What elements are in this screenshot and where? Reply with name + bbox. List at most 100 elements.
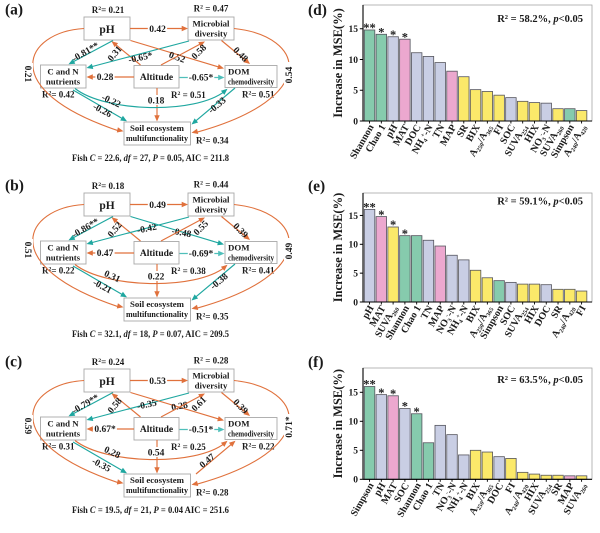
svg-text:0.53: 0.53 [149,377,166,387]
svg-text:diversity: diversity [195,381,228,391]
svg-text:0.18: 0.18 [148,96,165,106]
svg-text:chemodiversity: chemodiversity [228,77,274,87]
svg-text:C and N: C and N [47,419,79,429]
svg-text:multifunctionality: multifunctionality [126,485,189,495]
svg-text:-0.35: -0.35 [136,399,158,413]
svg-text:15: 15 [349,212,359,222]
svg-text:R2 = 0.38: R2 = 0.38 [171,266,206,276]
svg-text:Soil ecosystem: Soil ecosystem [130,123,185,133]
svg-text:pH: pH [99,200,114,212]
svg-text:*: * [414,405,420,419]
svg-text:-0.42: -0.42 [136,223,158,237]
svg-text:0.42: 0.42 [149,25,166,35]
svg-text:chemodiversity: chemodiversity [228,429,274,439]
svg-text:chemodiversity: chemodiversity [228,253,274,263]
svg-text:R2= 0.22: R2= 0.22 [242,442,275,452]
svg-text:nutrients: nutrients [46,429,81,439]
svg-text:**: ** [363,201,376,215]
svg-text:FI: FI [503,481,518,495]
svg-text:5: 5 [353,87,358,97]
svg-text:R2= 0.22: R2= 0.22 [42,266,75,276]
svg-text:pH: pH [99,24,114,36]
svg-text:0.71*: 0.71* [285,416,295,438]
svg-text:R2 = 58.2%, p<0.05: R2 = 58.2%, p<0.05 [497,14,583,25]
svg-text:R2 = 0.28: R2 = 0.28 [194,356,229,366]
svg-text:multifunctionality: multifunctionality [126,133,189,143]
svg-text:Altitude: Altitude [140,73,173,83]
svg-text:Altitude: Altitude [140,425,173,435]
svg-text:*: * [390,218,396,232]
svg-text:R2= 0.34: R2= 0.34 [196,136,229,146]
svg-text:10: 10 [349,418,359,428]
svg-text:R2 = 0.47: R2 = 0.47 [194,4,229,14]
svg-text:A250/A365: A250/A365 [467,481,495,518]
svg-text:**: ** [363,378,376,392]
svg-text:C and N: C and N [47,67,79,77]
svg-text:R2 = 59.1%, p<0.05: R2 = 59.1%, p<0.05 [497,196,583,207]
svg-text:Microbial: Microbial [193,195,231,205]
svg-text:A250/A365: A250/A365 [467,123,495,160]
svg-text:diversity: diversity [195,205,228,215]
svg-text:R2= 0.42: R2= 0.42 [42,90,75,100]
svg-text:15: 15 [349,25,359,35]
svg-text:-0.48: -0.48 [171,227,192,240]
svg-text:*: * [390,387,396,401]
svg-text:Fish C = 19.5, df = 21, P = 0.: Fish C = 19.5, df = 21, P = 0.04 AIC = 2… [72,506,229,516]
svg-text:0.54: 0.54 [148,448,165,458]
svg-text:nutrients: nutrients [46,77,81,87]
svg-text:*: * [402,227,408,241]
svg-text:multifunctionality: multifunctionality [126,309,189,319]
svg-text:DOM: DOM [228,419,250,429]
svg-text:15: 15 [349,389,359,399]
svg-text:0.22: 0.22 [148,272,165,282]
svg-text:R2 = 0.25: R2 = 0.25 [171,442,206,452]
svg-text:FI: FI [492,123,507,137]
svg-text:R2 = 63.5%, p<0.05: R2 = 63.5%, p<0.05 [497,375,583,386]
svg-text:FI: FI [574,304,589,318]
svg-text:Soil ecosystem: Soil ecosystem [130,299,185,309]
svg-text:R2= 0.28: R2= 0.28 [196,488,229,498]
svg-text:10: 10 [349,241,359,251]
svg-text:0.67*: 0.67* [94,425,116,435]
svg-text:(c): (c) [5,354,22,371]
svg-text:Fish C = 22.6, df = 27, P = 0.: Fish C = 22.6, df = 27, P = 0.05, AIC = … [72,154,229,164]
svg-text:Increase in MSE(%): Increase in MSE(%) [331,193,345,303]
svg-text:R2= 0.31: R2= 0.31 [42,442,75,452]
svg-text:5: 5 [353,269,358,279]
svg-text:0: 0 [353,117,358,127]
svg-text:**: ** [363,21,376,35]
svg-text:*: * [378,386,384,400]
svg-text:R2= 0.24: R2= 0.24 [92,357,125,367]
svg-text:*: * [402,400,408,414]
svg-text:Increase in MSE(%): Increase in MSE(%) [331,369,345,479]
svg-text:A240/A420: A240/A420 [562,123,590,160]
svg-text:R2= 0.51: R2= 0.51 [242,90,275,100]
svg-text:R2= 0.41: R2= 0.41 [242,266,275,276]
svg-text:R2= 0.18: R2= 0.18 [92,181,125,191]
svg-text:-0.69*: -0.69* [189,249,214,259]
svg-text:nutrients: nutrients [46,253,81,263]
svg-text:-0.65*: -0.65* [189,73,214,83]
svg-text:Microbial: Microbial [193,371,231,381]
svg-text:R2= 0.35: R2= 0.35 [196,312,229,322]
svg-text:0: 0 [353,476,358,486]
svg-text:(a): (a) [5,2,23,19]
svg-text:0.49: 0.49 [149,201,166,211]
svg-text:*: * [402,30,408,44]
svg-text:DOM: DOM [228,243,250,253]
svg-text:*: * [378,25,384,39]
svg-text:Increase in MSE(%): Increase in MSE(%) [331,8,345,118]
svg-text:0.59: 0.59 [22,418,32,435]
svg-text:Microbial: Microbial [193,19,231,29]
svg-text:0: 0 [353,298,358,308]
svg-text:0.54: 0.54 [285,66,295,83]
svg-text:5: 5 [353,447,358,457]
svg-text:0.47: 0.47 [97,249,114,259]
svg-text:0.49: 0.49 [285,242,295,259]
svg-text:DOM: DOM [228,67,250,77]
svg-text:(e): (e) [308,178,325,195]
svg-text:R2 = 0.44: R2 = 0.44 [194,180,229,190]
svg-text:pH: pH [99,376,114,388]
svg-text:A240/A420: A240/A420 [503,481,531,518]
svg-text:Altitude: Altitude [140,249,173,259]
